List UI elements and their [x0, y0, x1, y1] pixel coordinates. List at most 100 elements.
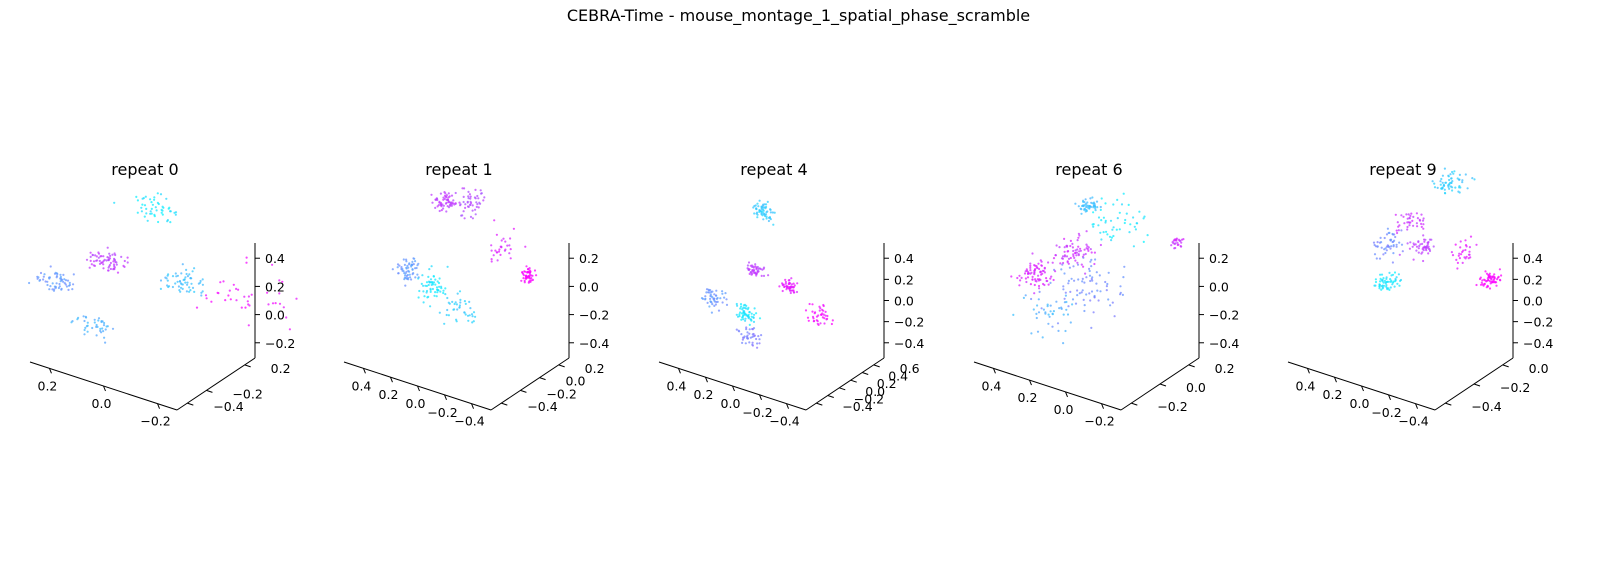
data-point	[1440, 187, 1443, 190]
data-point	[445, 313, 448, 317]
data-point	[58, 282, 61, 286]
data-point	[201, 283, 204, 286]
data-point	[1427, 240, 1430, 244]
data-point	[1112, 203, 1115, 206]
data-point	[162, 206, 165, 209]
data-point	[425, 289, 429, 293]
data-point	[1122, 192, 1125, 195]
data-point	[445, 196, 448, 199]
data-point	[1083, 204, 1086, 207]
data-point	[1099, 231, 1102, 234]
data-point	[1406, 228, 1409, 231]
data-point	[725, 303, 729, 306]
data-point	[1116, 217, 1119, 220]
data-point	[169, 221, 172, 224]
data-point	[1428, 248, 1431, 251]
data-point	[1457, 190, 1460, 193]
data-point	[530, 274, 533, 277]
data-point	[1447, 175, 1450, 178]
data-point	[1486, 277, 1489, 280]
data-point	[424, 284, 427, 287]
data-point	[397, 272, 400, 275]
data-point	[1415, 212, 1418, 215]
data-point	[1415, 245, 1419, 248]
data-point	[107, 266, 110, 269]
data-point	[715, 297, 718, 300]
data-point	[748, 328, 751, 331]
data-point	[1430, 238, 1433, 241]
data-point	[752, 316, 755, 319]
data-point	[1500, 274, 1503, 277]
data-point	[1066, 313, 1070, 316]
data-point	[1397, 273, 1400, 276]
data-point	[199, 279, 202, 283]
data-point	[706, 301, 709, 304]
data-point	[1077, 232, 1080, 235]
data-point	[1127, 203, 1130, 206]
data-point	[94, 254, 97, 257]
data-point	[51, 282, 54, 285]
data-point	[1422, 217, 1425, 220]
data-point	[745, 328, 748, 331]
data-point	[1415, 249, 1418, 252]
data-point	[453, 302, 456, 306]
data-point	[444, 293, 447, 296]
data-point	[767, 219, 770, 223]
data-point	[823, 317, 826, 320]
data-point	[86, 324, 89, 327]
data-point	[751, 341, 754, 344]
data-point	[476, 203, 479, 206]
data-point	[479, 189, 482, 192]
data-point	[443, 194, 447, 197]
data-point	[1062, 342, 1065, 345]
data-point	[1059, 262, 1062, 265]
data-point	[1069, 239, 1072, 242]
data-point	[1080, 212, 1083, 215]
data-point	[160, 211, 163, 214]
data-point	[758, 342, 761, 345]
data-point	[179, 286, 183, 289]
data-point	[1422, 259, 1425, 263]
y-tick	[187, 402, 194, 406]
data-point	[1465, 255, 1468, 258]
data-point	[1399, 278, 1403, 282]
data-point	[436, 291, 439, 294]
data-point	[411, 260, 414, 263]
data-point	[459, 298, 462, 301]
data-point	[1392, 280, 1395, 283]
data-point	[738, 313, 741, 316]
data-point	[179, 290, 182, 293]
data-point	[461, 187, 464, 190]
data-point	[1069, 256, 1072, 260]
data-point	[1092, 225, 1095, 228]
data-point	[1386, 244, 1389, 247]
data-point	[1419, 243, 1422, 246]
data-point	[189, 277, 192, 280]
data-point	[1077, 236, 1080, 239]
data-point	[711, 290, 714, 293]
data-point	[201, 278, 204, 281]
data-point	[1411, 219, 1414, 222]
data-point	[443, 191, 446, 194]
data-point	[410, 265, 413, 268]
data-point	[1099, 205, 1102, 209]
data-point	[1099, 243, 1102, 247]
data-point	[495, 233, 498, 236]
y-tick-label: 0.2	[271, 361, 291, 376]
data-point	[1443, 191, 1447, 195]
data-point	[529, 271, 532, 274]
data-point	[1461, 179, 1464, 182]
y-tick	[1131, 402, 1138, 406]
data-point	[1069, 321, 1072, 324]
data-point	[474, 213, 477, 216]
data-point	[267, 303, 270, 306]
data-point	[1082, 298, 1085, 301]
data-point	[1448, 178, 1451, 182]
data-point	[420, 282, 423, 285]
x-tick-label: −0.4	[1398, 414, 1428, 429]
data-point	[204, 294, 208, 297]
z-tick-label: 0.0	[1523, 294, 1543, 309]
data-point	[434, 278, 437, 281]
data-point	[824, 310, 827, 313]
data-point	[228, 289, 231, 292]
